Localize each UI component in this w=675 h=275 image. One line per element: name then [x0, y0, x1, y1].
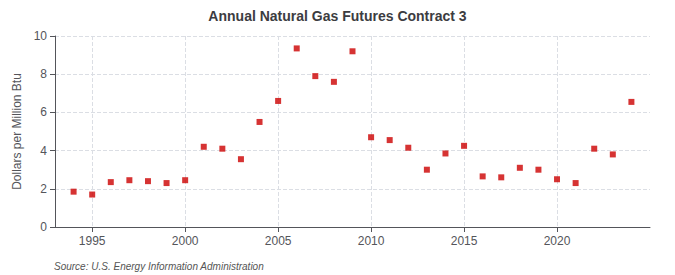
svg-text:Source: U.S. Energy Informatio: Source: U.S. Energy Information Administ…: [54, 261, 264, 272]
svg-text:4: 4: [40, 144, 47, 158]
svg-text:2005: 2005: [265, 234, 292, 248]
svg-text:2015: 2015: [451, 234, 478, 248]
svg-text:Annual Natural Gas Futures Con: Annual Natural Gas Futures Contract 3: [208, 8, 466, 24]
svg-text:6: 6: [40, 105, 47, 119]
svg-text:0: 0: [40, 220, 47, 234]
svg-text:8: 8: [40, 67, 47, 81]
svg-text:2000: 2000: [172, 234, 199, 248]
svg-text:10: 10: [34, 29, 48, 43]
svg-text:1995: 1995: [79, 234, 106, 248]
svg-text:Dollars per Million Btu: Dollars per Million Btu: [10, 73, 24, 190]
svg-text:2020: 2020: [544, 234, 571, 248]
svg-text:2010: 2010: [358, 234, 385, 248]
svg-text:2: 2: [40, 182, 47, 196]
